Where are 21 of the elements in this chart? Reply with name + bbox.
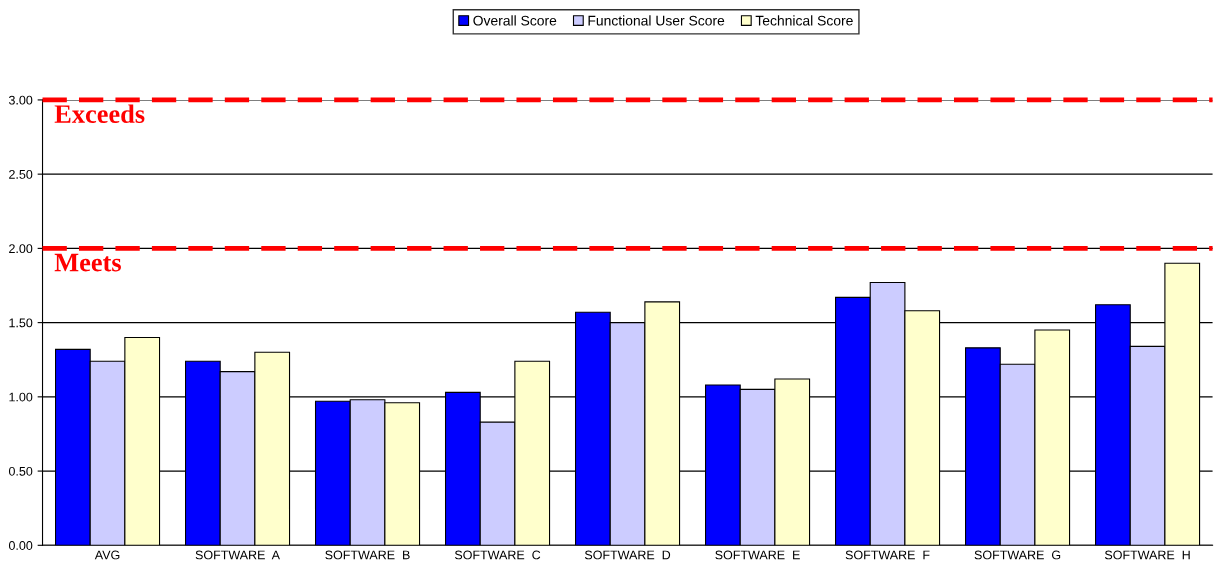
x-tick-label: SOFTWARE C <box>454 550 541 560</box>
ref-line-label: Meets <box>54 253 121 272</box>
y-tick-label: 0.00 <box>8 541 33 550</box>
y-tick-label: 2.00 <box>9 244 33 254</box>
x-tick-label: SOFTWARE A <box>195 550 280 560</box>
legend-label: Functional User Score <box>588 15 725 26</box>
y-tick-label: 1.50 <box>9 318 33 328</box>
legend-label: Technical Score <box>755 15 853 26</box>
x-tick-label: SOFTWARE H <box>1104 550 1190 560</box>
y-tick-label: 0.50 <box>8 466 33 476</box>
legend-label: Overall Score <box>473 15 557 26</box>
y-tick-label: 3.00 <box>8 95 33 105</box>
x-tick-label: SOFTWARE F <box>845 550 930 560</box>
x-tick-label: SOFTWARE G <box>974 550 1061 560</box>
x-tick-label: AVG <box>94 550 120 560</box>
x-tick-label: SOFTWARE D <box>584 550 671 560</box>
ref-line-label: Exceeds <box>54 104 145 123</box>
x-tick-label: SOFTWARE E <box>715 550 800 560</box>
y-tick-label: 2.50 <box>9 169 33 179</box>
x-tick-label: SOFTWARE B <box>325 550 410 560</box>
y-tick-label: 1.00 <box>9 392 33 402</box>
